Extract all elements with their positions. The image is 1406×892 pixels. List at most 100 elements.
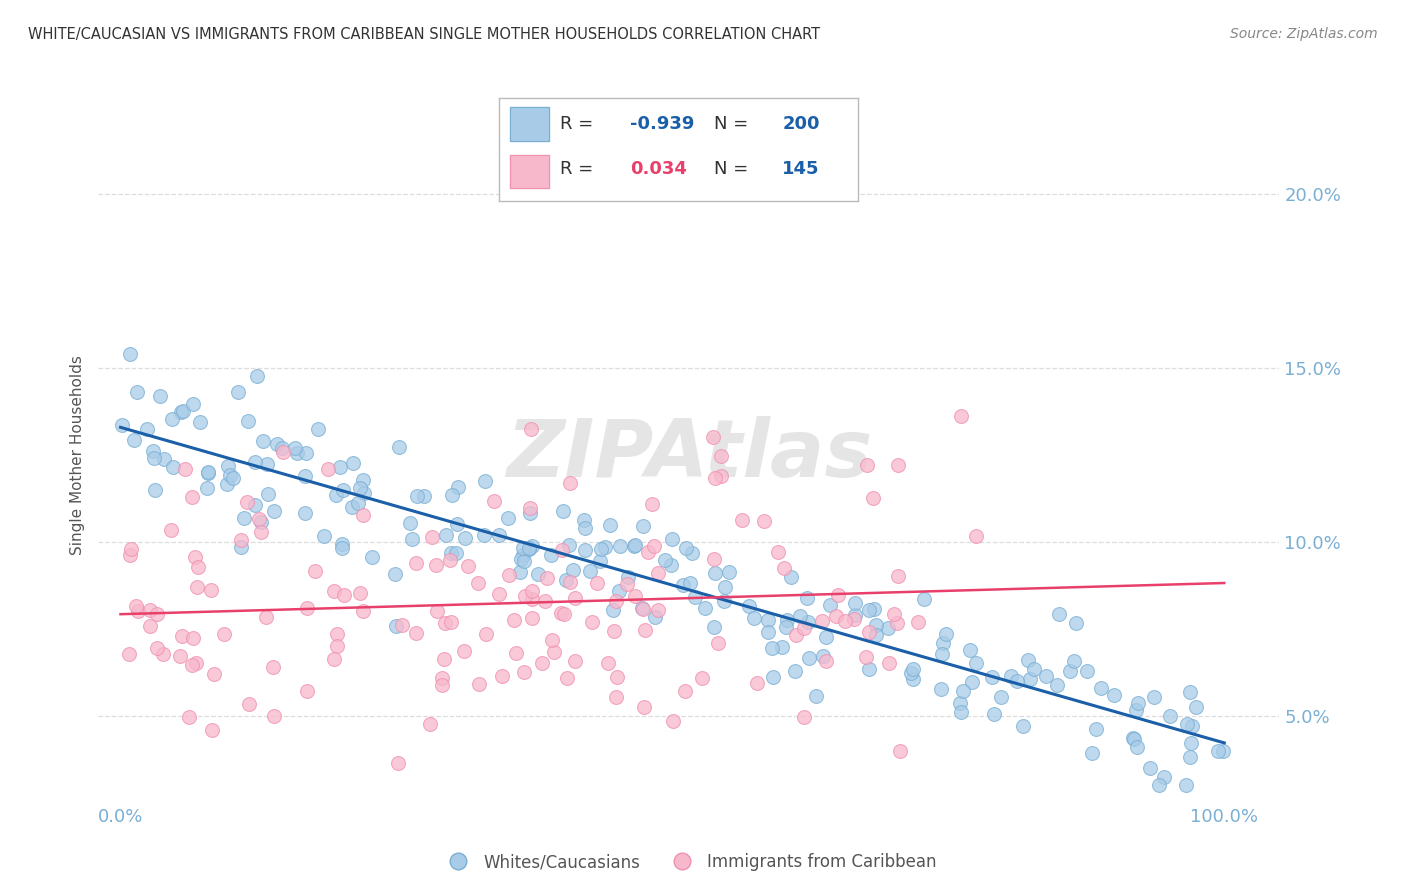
Point	[294, 446, 316, 460]
Point	[959, 642, 981, 657]
Point	[551, 543, 574, 558]
Point	[125, 599, 148, 614]
Point	[160, 412, 183, 426]
Point	[1147, 778, 1170, 792]
Point	[901, 673, 924, 687]
Point	[512, 549, 534, 563]
Text: R =: R =	[560, 161, 593, 178]
Point	[162, 460, 184, 475]
Point	[229, 533, 252, 547]
Point	[659, 558, 682, 572]
Point	[433, 616, 456, 631]
Point	[702, 429, 724, 443]
Point	[430, 671, 453, 685]
Point	[631, 518, 654, 533]
Point	[118, 647, 141, 661]
Point	[647, 566, 669, 580]
Point	[877, 622, 900, 636]
Point	[762, 670, 785, 684]
Point	[637, 545, 659, 559]
Point	[249, 524, 271, 539]
Point	[513, 554, 536, 568]
Point	[623, 590, 645, 604]
Point	[1076, 664, 1098, 678]
Point	[186, 580, 208, 594]
Point	[858, 625, 880, 640]
Point	[572, 512, 595, 526]
Point	[236, 495, 259, 509]
Point	[983, 707, 1005, 722]
Point	[683, 590, 706, 604]
Point	[330, 537, 353, 551]
Point	[1017, 653, 1039, 667]
Point	[406, 489, 429, 503]
Point	[793, 621, 815, 635]
Point	[263, 709, 285, 723]
Point	[436, 527, 458, 541]
Point	[550, 607, 572, 621]
Point	[883, 607, 905, 621]
Point	[342, 500, 364, 514]
Point	[184, 549, 207, 564]
Point	[439, 552, 461, 566]
Point	[197, 466, 219, 480]
Point	[536, 571, 558, 585]
Point	[349, 481, 371, 495]
Point	[475, 627, 498, 641]
Point	[796, 591, 818, 605]
Point	[756, 625, 779, 640]
Bar	[510, 154, 550, 188]
Point	[634, 623, 657, 637]
Point	[491, 669, 513, 683]
Point	[236, 415, 259, 429]
Point	[780, 570, 803, 584]
Point	[250, 515, 273, 529]
Point	[775, 613, 797, 627]
Point	[266, 437, 288, 451]
Point	[505, 646, 527, 660]
Point	[328, 459, 350, 474]
Point	[1005, 674, 1028, 689]
Point	[284, 441, 307, 455]
Point	[824, 608, 846, 623]
Point	[184, 656, 207, 670]
Point	[285, 446, 308, 460]
Point	[146, 640, 169, 655]
Point	[200, 583, 222, 598]
Point	[1181, 718, 1204, 732]
Point	[990, 690, 1012, 705]
Point	[512, 541, 534, 556]
Point	[588, 554, 610, 568]
Point	[692, 671, 714, 685]
Point	[623, 538, 645, 552]
Point	[179, 710, 201, 724]
Point	[352, 604, 374, 618]
Point	[125, 385, 148, 400]
Point	[827, 588, 849, 602]
Point	[602, 603, 624, 617]
Point	[534, 593, 557, 607]
Point	[834, 614, 856, 628]
Point	[949, 409, 972, 423]
Text: 0.034: 0.034	[630, 161, 688, 178]
Point	[1035, 669, 1057, 683]
Point	[488, 587, 510, 601]
Point	[440, 487, 463, 501]
Point	[256, 487, 278, 501]
Point	[152, 648, 174, 662]
Point	[352, 508, 374, 522]
Text: R =: R =	[560, 115, 593, 133]
Point	[295, 684, 318, 698]
Point	[579, 564, 602, 578]
Y-axis label: Single Mother Households: Single Mother Households	[70, 355, 86, 555]
Point	[932, 636, 955, 650]
Point	[811, 648, 834, 663]
Point	[488, 528, 510, 542]
Point	[232, 510, 254, 524]
Point	[217, 459, 239, 474]
Point	[1000, 669, 1022, 683]
Point	[413, 489, 436, 503]
Point	[815, 630, 838, 644]
Point	[111, 417, 134, 432]
Point	[446, 516, 468, 531]
